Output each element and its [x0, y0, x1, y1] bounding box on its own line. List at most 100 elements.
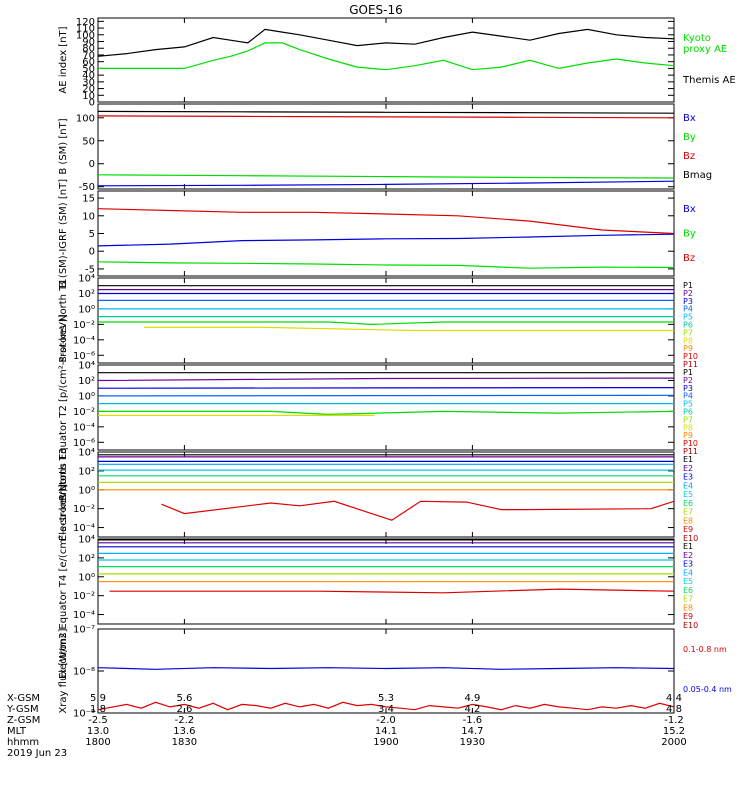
- y-axis-label: B (SM) [nT]: [58, 118, 69, 174]
- coord-value: 13.6: [173, 726, 195, 737]
- legend-label: P2: [683, 289, 693, 298]
- legend-label: 0.05-0.4 nm: [683, 685, 732, 694]
- y-tick-label: 80: [82, 44, 95, 55]
- y-tick-label: 50: [82, 64, 95, 75]
- series-line-0-05-0-4-nm: [98, 667, 674, 670]
- legend-label: P9: [683, 344, 693, 353]
- y-tick-label: 10⁻²: [73, 504, 95, 515]
- y-tick-label: 10⁴: [78, 448, 95, 459]
- y-tick-label: 20: [82, 84, 95, 95]
- coord-value: -2.2: [175, 715, 195, 726]
- y-tick-label: 0: [89, 247, 95, 258]
- panel-8: 10⁻⁷ 10⁻⁸ 10⁻⁹ Xray flux [W/m2] 0.1-0.8 nm 0.…: [58, 625, 732, 720]
- y-tick-label: 10⁴: [78, 535, 95, 546]
- series-line-p6: [98, 410, 674, 416]
- y-tick-label: 10⁰: [78, 391, 95, 402]
- legend-label: P8: [683, 336, 693, 345]
- legend-label: Bz: [683, 253, 695, 264]
- y-tick-label: 10: [82, 91, 95, 102]
- coord-value: -1.2: [664, 715, 684, 726]
- legend-label: E6: [683, 499, 693, 508]
- legend-label: E9: [683, 612, 693, 621]
- y-axis-label: Electrons North T3: [58, 448, 69, 541]
- coord-value: 3.4: [378, 704, 394, 715]
- legend-label: E6: [683, 586, 693, 595]
- legend-label: E3: [683, 473, 693, 482]
- legend-label: E8: [683, 516, 693, 525]
- series-line-e9: [161, 500, 674, 521]
- series-line-p2: [98, 377, 674, 382]
- coord-row-label: X-GSM: [7, 693, 40, 704]
- legend-label: E8: [683, 603, 693, 612]
- legend-label: E7: [683, 595, 693, 604]
- y-tick-label: 60: [82, 57, 95, 68]
- coord-value: -2.0: [376, 715, 396, 726]
- panel-frame: [97, 17, 675, 103]
- y-axis-label: AE index [nT]: [58, 26, 69, 93]
- legend-label: P7: [683, 415, 693, 424]
- legend-label: P5: [683, 313, 693, 322]
- panel-2: -50 0 50 100 B (SM) [nT] Bx By Bz Bmag: [58, 103, 712, 193]
- series-line-by: [98, 261, 674, 269]
- legend-label: E10: [683, 621, 698, 630]
- legend-label: E1: [683, 455, 693, 464]
- coord-value: 5.3: [378, 693, 394, 704]
- y-tick-label: 10⁰: [78, 572, 95, 583]
- legend-label: P6: [683, 408, 693, 417]
- coord-value: -2.5: [88, 715, 108, 726]
- legend-label: Bmag: [683, 170, 712, 181]
- coord-value: 14.1: [375, 726, 397, 737]
- legend-label: P10: [683, 352, 698, 361]
- legend-label: By: [683, 132, 696, 143]
- y-tick-label: 120: [76, 17, 95, 28]
- series-line-bz: [98, 115, 674, 119]
- y-tick-label: 10⁻⁴: [73, 335, 95, 346]
- y-tick-label: 10: [82, 211, 95, 222]
- legend-label: By: [683, 229, 696, 240]
- legend-label: P3: [683, 384, 693, 393]
- y-tick-label: 0: [89, 159, 95, 170]
- y-tick-label: 10⁻⁹: [73, 709, 95, 720]
- coord-value: 4.8: [666, 704, 682, 715]
- y-tick-label: 10⁻⁴: [73, 422, 95, 433]
- legend-label: P8: [683, 423, 693, 432]
- legend-label: E2: [683, 551, 693, 560]
- legend-label: Bz: [683, 151, 695, 162]
- panel-7: 10⁴ 10² 10⁰ 10⁻² 10⁻⁴ Electrons Equator T4 [e…: [58, 484, 698, 679]
- y-tick-label: 100: [76, 113, 95, 124]
- legend-label: P6: [683, 321, 693, 330]
- legend-label: P3: [683, 297, 693, 306]
- coord-value: 2.6: [176, 704, 192, 715]
- legend-label: P4: [683, 392, 693, 401]
- y-tick-label: 10⁴: [78, 274, 95, 285]
- y-axis-label: Protons Equator T2 [p/(cm²-s-sr-keV)]: [58, 314, 69, 501]
- y-tick-label: 70: [82, 50, 95, 61]
- legend-label: E2: [683, 464, 693, 473]
- y-tick-label: 10²: [78, 289, 95, 300]
- legend-label: P10: [683, 439, 698, 448]
- y-tick-label: 0: [89, 98, 95, 109]
- y-tick-label: 10⁻⁶: [73, 438, 95, 449]
- y-tick-label: 10⁻²: [73, 591, 95, 602]
- chart-title: GOES-16: [349, 3, 403, 17]
- legend-label: P11: [683, 447, 698, 456]
- y-tick-label: 10⁴: [78, 361, 95, 372]
- coord-value: 4.9: [464, 693, 480, 704]
- legend-label: 0.1-0.8 nm: [683, 645, 727, 654]
- series-line-p8: [144, 326, 674, 332]
- y-tick-label: 10²: [78, 466, 95, 477]
- y-tick-label: 100: [76, 30, 95, 41]
- legend-label: Bx: [683, 204, 696, 215]
- legend-label: E5: [683, 577, 693, 586]
- y-tick-label: 10²: [78, 553, 95, 564]
- y-axis-label: Xray flux [W/m2]: [58, 628, 69, 713]
- series-line-0-1-0-8-nm: [98, 701, 674, 711]
- y-axis-label: Protons North T1: [58, 278, 69, 362]
- y-tick-label: 40: [82, 71, 95, 82]
- coord-value: 1800: [85, 737, 110, 748]
- series-line-p3: [98, 387, 674, 389]
- y-tick-label: 110: [76, 24, 95, 35]
